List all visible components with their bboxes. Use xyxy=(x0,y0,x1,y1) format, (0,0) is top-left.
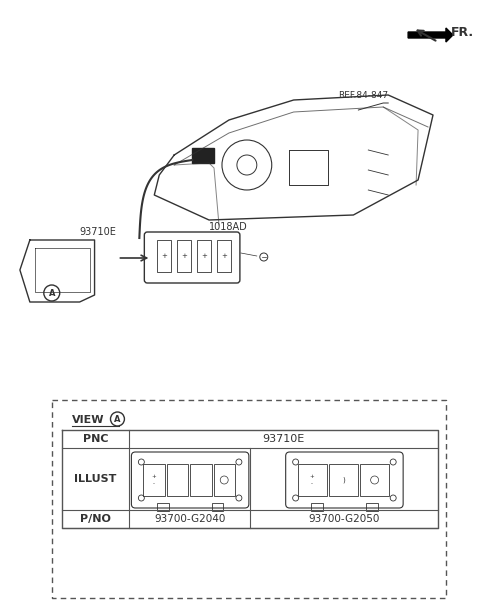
Bar xyxy=(360,464,389,496)
Text: +: + xyxy=(161,253,167,259)
Text: 93710E: 93710E xyxy=(263,434,305,444)
Text: 93700-G2040: 93700-G2040 xyxy=(154,514,225,524)
Text: +: + xyxy=(310,474,314,479)
Text: A: A xyxy=(114,414,120,424)
Bar xyxy=(167,464,188,496)
Text: +: + xyxy=(221,253,227,259)
Bar xyxy=(214,464,235,496)
Bar xyxy=(190,464,212,496)
Text: +: + xyxy=(201,253,207,259)
Text: P/NO: P/NO xyxy=(80,514,111,524)
Text: A: A xyxy=(48,288,55,297)
Bar xyxy=(197,240,211,272)
Text: ILLUST: ILLUST xyxy=(74,474,117,484)
Polygon shape xyxy=(408,28,453,42)
Bar xyxy=(366,503,378,511)
Bar xyxy=(217,240,231,272)
Bar xyxy=(157,503,169,511)
Bar xyxy=(212,503,224,511)
Bar xyxy=(311,503,323,511)
Text: 93700-G2050: 93700-G2050 xyxy=(308,514,380,524)
Text: +: + xyxy=(152,474,156,479)
Text: ): ) xyxy=(342,477,345,483)
Bar xyxy=(177,240,191,272)
Text: 1018AD: 1018AD xyxy=(209,222,248,232)
Bar xyxy=(298,464,327,496)
Polygon shape xyxy=(192,148,214,163)
Text: -: - xyxy=(153,482,155,487)
Text: FR.: FR. xyxy=(451,26,474,39)
Text: -: - xyxy=(311,482,313,487)
Text: REF.84-847: REF.84-847 xyxy=(338,91,388,100)
Bar xyxy=(144,464,165,496)
Text: VIEW: VIEW xyxy=(72,415,104,425)
Text: +: + xyxy=(181,253,187,259)
Bar xyxy=(329,464,358,496)
Text: PNC: PNC xyxy=(83,434,108,444)
Bar xyxy=(157,240,171,272)
Text: 93710E: 93710E xyxy=(80,227,117,237)
